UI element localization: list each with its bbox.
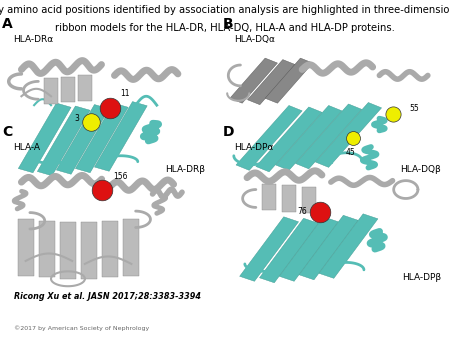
Text: HLA-DPβ: HLA-DPβ (402, 273, 441, 282)
Polygon shape (302, 187, 316, 213)
Text: Key amino acid positions identified by association analysis are highlighted in t: Key amino acid positions identified by a… (0, 5, 450, 15)
Polygon shape (248, 59, 295, 105)
Polygon shape (78, 75, 92, 101)
Point (107, 105, 114, 111)
Text: ©2017 by American Society of Nephrology: ©2017 by American Society of Nephrology (14, 325, 149, 331)
Text: B: B (223, 17, 234, 31)
Polygon shape (279, 217, 338, 281)
Text: A: A (2, 17, 13, 31)
Polygon shape (296, 104, 362, 169)
Polygon shape (236, 105, 302, 170)
Polygon shape (230, 58, 278, 103)
Text: HLA-DQβ: HLA-DQβ (400, 165, 441, 174)
Text: C: C (2, 125, 13, 139)
Text: 11: 11 (120, 89, 130, 98)
Text: 45: 45 (346, 148, 356, 157)
Polygon shape (61, 77, 75, 102)
Text: HLA-DPα: HLA-DPα (234, 143, 273, 152)
Text: HLA-A: HLA-A (13, 143, 40, 152)
Polygon shape (44, 78, 58, 104)
Polygon shape (282, 185, 296, 212)
Polygon shape (256, 107, 322, 172)
Point (98, 187, 105, 192)
Polygon shape (18, 219, 34, 276)
Polygon shape (56, 104, 109, 174)
Point (349, 135, 356, 141)
Text: HLA-DRα: HLA-DRα (13, 35, 53, 44)
Polygon shape (37, 106, 90, 176)
Point (316, 209, 324, 215)
Polygon shape (18, 103, 71, 173)
Text: 3: 3 (74, 114, 79, 123)
Text: ribbon models for the HLA-DR, HLA-DQ, HLA-A and HLA-DP proteins.: ribbon models for the HLA-DR, HLA-DQ, HL… (55, 23, 395, 33)
Polygon shape (260, 218, 319, 283)
Text: HLA-DQα: HLA-DQα (234, 35, 275, 44)
Text: 55: 55 (410, 104, 419, 113)
Polygon shape (39, 221, 55, 277)
Text: JASN: JASN (342, 304, 414, 328)
Text: D: D (223, 125, 234, 139)
Polygon shape (276, 105, 342, 170)
Polygon shape (262, 184, 276, 210)
Polygon shape (123, 219, 140, 276)
Text: 76: 76 (297, 207, 307, 216)
Polygon shape (94, 102, 147, 171)
Text: Ricong Xu et al. JASN 2017;28:3383-3394: Ricong Xu et al. JASN 2017;28:3383-3394 (14, 292, 201, 301)
Polygon shape (60, 222, 76, 279)
Text: HLA-DRβ: HLA-DRβ (166, 165, 205, 174)
Polygon shape (299, 215, 358, 280)
Polygon shape (102, 221, 118, 277)
Point (389, 112, 396, 117)
Point (88, 119, 95, 124)
Text: 156: 156 (113, 172, 128, 181)
Polygon shape (265, 58, 313, 103)
Polygon shape (315, 102, 382, 167)
Polygon shape (240, 217, 298, 281)
Polygon shape (81, 222, 97, 279)
Polygon shape (319, 214, 378, 278)
Polygon shape (76, 103, 128, 173)
